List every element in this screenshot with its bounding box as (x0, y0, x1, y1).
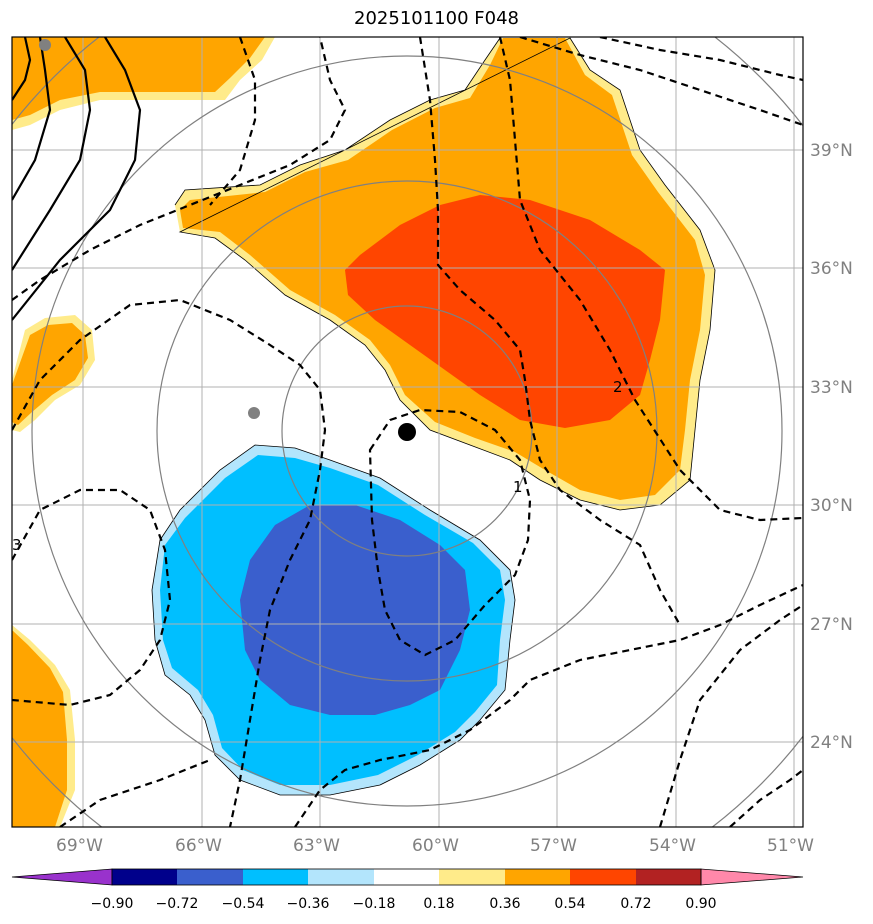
lon-tick-label: 54°W (649, 836, 696, 856)
lat-tick-label: 30°N (810, 496, 853, 516)
contour-label-2: 2 (613, 378, 623, 396)
colorbar-label: −0.54 (222, 896, 265, 912)
contour-label-3: 3 (12, 536, 22, 554)
lat-tick-labels: 39°N 36°N 33°N 30°N 27°N 24°N (810, 141, 853, 753)
sw-positive-anomaly-core (12, 630, 67, 827)
colorbar-segment (439, 869, 505, 885)
lat-gridlines (12, 149, 803, 743)
lon-tick-label: 51°W (767, 836, 814, 856)
corner-marker (39, 39, 51, 51)
colorbar-extend-max (700, 868, 804, 886)
map-frame (11, 36, 804, 828)
colorbar-label: 0.54 (554, 896, 585, 912)
lat-tick-label: 24°N (810, 733, 853, 753)
lat-tick-label: 33°N (810, 378, 853, 398)
colorbar-label: −0.90 (91, 896, 134, 912)
positive-anomaly-core (345, 195, 665, 428)
lat-tick-label: 39°N (810, 141, 853, 161)
lat-tick-label: 36°N (810, 259, 853, 279)
solid-contours (12, 37, 142, 321)
colorbar-segment (505, 869, 570, 885)
lon-tick-label: 69°W (56, 836, 103, 856)
lon-gridlines (82, 37, 795, 827)
colorbar-segment (374, 869, 439, 885)
colorbar-segment (177, 869, 243, 885)
negative-outline (151, 444, 516, 796)
negative-anomaly-core (240, 505, 470, 715)
colorbar-label: 0.72 (620, 896, 651, 912)
colorbar-label: −0.72 (156, 896, 199, 912)
colorbar-extend-min (11, 868, 113, 886)
dashed-contours (12, 37, 803, 827)
colorbar-label: 0.36 (489, 896, 520, 912)
lon-tick-label: 57°W (530, 836, 577, 856)
secondary-marker (248, 407, 260, 419)
colorbar-segment (570, 869, 636, 885)
colorbar-segment (308, 869, 374, 885)
colorbar-label: −0.36 (287, 896, 330, 912)
colorbar-segment (636, 869, 701, 885)
colorbar-label: 0.90 (685, 896, 716, 912)
colorbar-frame (111, 868, 702, 886)
west-positive-anomaly-core (12, 323, 88, 425)
colorbar-segment (112, 869, 177, 885)
colorbar-label: 0.18 (423, 896, 454, 912)
colorbar: −0.90 −0.72 −0.54 −0.36 −0.18 0.18 0.36 … (11, 868, 804, 912)
lon-tick-label: 63°W (293, 836, 340, 856)
contour-label-1: 1 (513, 478, 523, 496)
colorbar-segment (243, 869, 308, 885)
lon-tick-label: 60°W (412, 836, 459, 856)
lon-tick-label: 66°W (175, 836, 222, 856)
page-title: 2025101100 F048 (354, 8, 519, 29)
anomaly-outline (174, 37, 716, 511)
storm-center-marker (398, 423, 416, 441)
lat-tick-label: 27°N (810, 615, 853, 635)
lon-tick-labels: 69°W 66°W 63°W 60°W 57°W 54°W 51°W (56, 836, 814, 856)
colorbar-label: −0.18 (353, 896, 396, 912)
